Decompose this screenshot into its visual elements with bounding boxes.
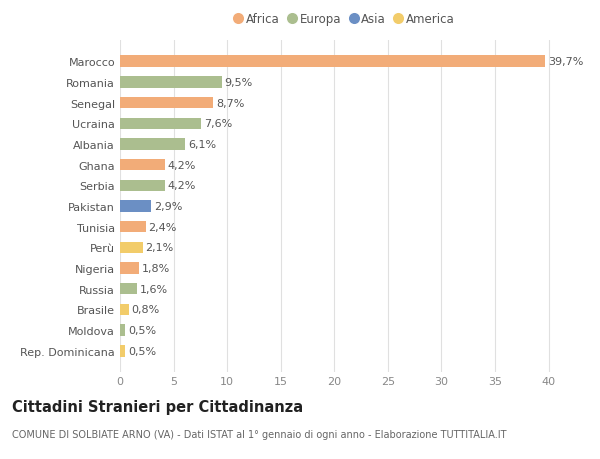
Text: 0,8%: 0,8% <box>131 305 160 315</box>
Text: COMUNE DI SOLBIATE ARNO (VA) - Dati ISTAT al 1° gennaio di ogni anno - Elaborazi: COMUNE DI SOLBIATE ARNO (VA) - Dati ISTA… <box>12 429 506 439</box>
Text: 9,5%: 9,5% <box>224 78 253 88</box>
Bar <box>120 118 202 129</box>
Text: 2,4%: 2,4% <box>148 222 177 232</box>
Text: 4,2%: 4,2% <box>167 181 196 191</box>
Text: 7,6%: 7,6% <box>204 119 232 129</box>
Bar <box>120 284 137 295</box>
Bar <box>120 201 151 212</box>
Bar <box>120 346 125 357</box>
Bar <box>120 56 545 67</box>
Bar <box>120 160 165 171</box>
Bar <box>120 222 146 233</box>
Bar <box>120 263 139 274</box>
Text: 0,5%: 0,5% <box>128 325 156 336</box>
Text: 1,6%: 1,6% <box>140 284 168 294</box>
Text: 2,9%: 2,9% <box>154 202 182 212</box>
Text: 2,1%: 2,1% <box>145 243 173 253</box>
Text: 1,8%: 1,8% <box>142 263 170 274</box>
Text: 39,7%: 39,7% <box>548 57 583 67</box>
Text: Cittadini Stranieri per Cittadinanza: Cittadini Stranieri per Cittadinanza <box>12 399 303 414</box>
Bar <box>120 325 125 336</box>
Bar <box>120 98 213 109</box>
Text: 0,5%: 0,5% <box>128 346 156 356</box>
Bar <box>120 242 143 253</box>
Bar <box>120 77 222 88</box>
Bar <box>120 180 165 191</box>
Legend: Africa, Europa, Asia, America: Africa, Europa, Asia, America <box>233 11 457 28</box>
Text: 8,7%: 8,7% <box>216 98 244 108</box>
Text: 6,1%: 6,1% <box>188 140 216 150</box>
Bar <box>120 139 185 150</box>
Bar <box>120 304 128 315</box>
Text: 4,2%: 4,2% <box>167 160 196 170</box>
